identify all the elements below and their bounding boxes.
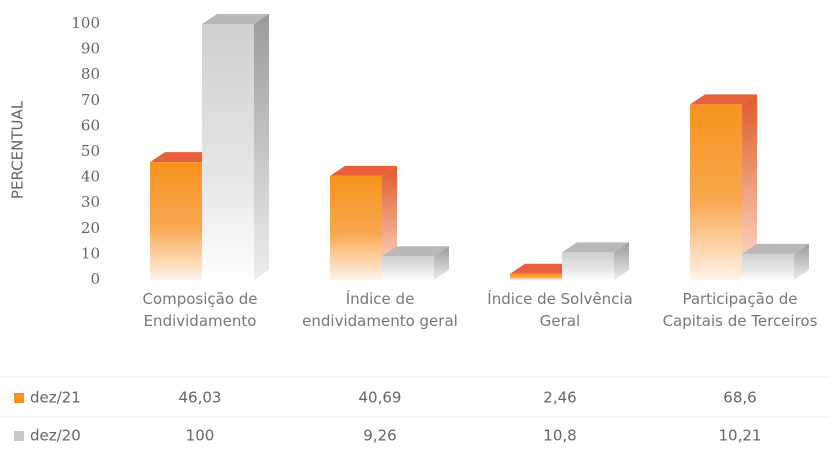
y-tick-label: 50 <box>81 142 100 160</box>
legend-swatch <box>14 431 24 441</box>
table-value: 68,6 <box>723 389 756 407</box>
bar-top <box>202 14 269 24</box>
bar-front <box>510 273 562 280</box>
legend-swatch <box>14 393 24 403</box>
bar-top <box>690 94 757 105</box>
x-tick-label: Composição de Endividamento <box>142 290 258 330</box>
bar-front <box>382 256 434 280</box>
y-tick-label: 20 <box>81 219 100 237</box>
bar-front <box>150 162 202 280</box>
table-value: 10,21 <box>719 427 762 445</box>
bar-top <box>150 152 217 163</box>
y-tick-label: 90 <box>81 40 100 58</box>
bar-front <box>562 252 614 280</box>
y-axis-label: PERCENTUAL <box>9 100 27 199</box>
bar-top <box>562 242 629 253</box>
table-value: 10,8 <box>543 427 576 445</box>
bar-top <box>382 246 449 257</box>
bar-front <box>330 175 382 280</box>
bar-top <box>510 263 577 274</box>
bar-side <box>254 14 269 280</box>
y-tick-label: 30 <box>81 193 100 211</box>
bar-top <box>742 243 809 254</box>
table-value: 46,03 <box>179 389 222 407</box>
bar-front <box>202 24 254 280</box>
bar-front <box>742 253 794 280</box>
bar <box>382 246 449 280</box>
y-tick-label: 60 <box>81 116 100 134</box>
x-tick-label: Índice de endividamento geral <box>302 290 458 330</box>
y-tick-label: 70 <box>81 91 100 109</box>
y-tick-label: 80 <box>81 65 100 83</box>
bar-top <box>330 165 397 176</box>
bar <box>690 94 757 280</box>
bar <box>202 14 269 280</box>
bar <box>330 165 397 280</box>
table-value: 9,26 <box>363 427 396 445</box>
bar <box>742 243 809 280</box>
y-tick-label: 100 <box>71 14 100 32</box>
table-value: 2,46 <box>543 389 576 407</box>
legend-label: dez/21 <box>30 389 81 407</box>
x-tick-label: Participação de Capitais de Terceiros <box>662 290 818 330</box>
y-tick-label: 10 <box>81 244 100 262</box>
legend-label: dez/20 <box>30 427 81 445</box>
bar-side <box>614 242 629 280</box>
y-tick-label: 0 <box>90 270 100 288</box>
bar-side <box>434 246 449 280</box>
bar <box>562 242 629 280</box>
bar-front <box>690 104 742 280</box>
table-value: 100 <box>186 427 215 445</box>
x-tick-label: Índice de Solvência Geral <box>487 290 633 330</box>
bar-side <box>794 243 809 280</box>
bar-side <box>742 94 757 280</box>
table-value: 40,69 <box>359 389 402 407</box>
y-tick-label: 40 <box>81 168 100 186</box>
